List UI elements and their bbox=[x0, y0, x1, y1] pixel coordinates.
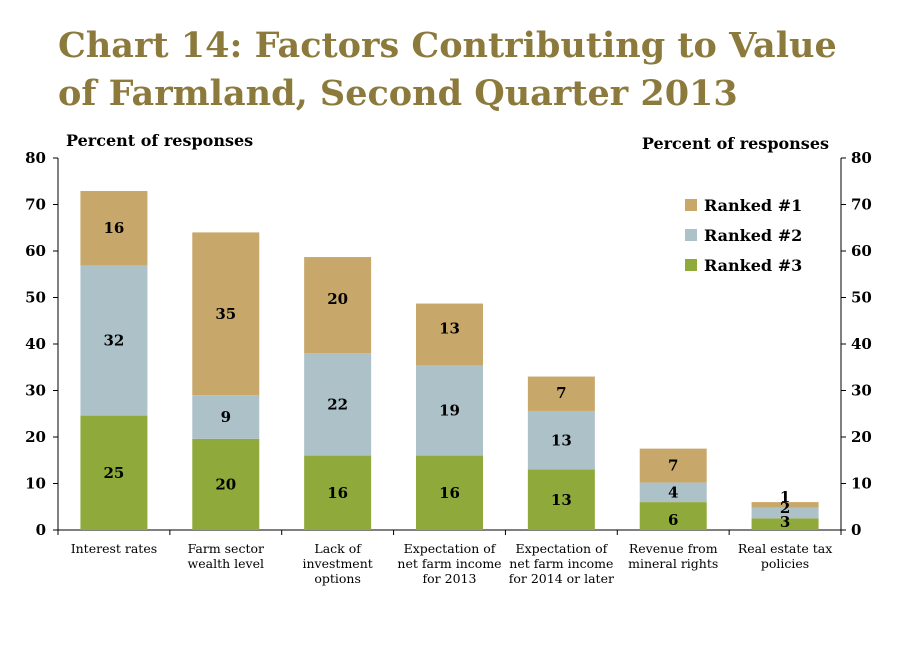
category-label: investment bbox=[303, 556, 373, 571]
category-label: for 2014 or later bbox=[509, 571, 614, 586]
y-tick-label-left: 0 bbox=[36, 521, 46, 539]
y-tick-label-right: 80 bbox=[851, 149, 872, 167]
bar-segment bbox=[304, 353, 372, 456]
data-label: 13 bbox=[551, 431, 572, 449]
y-tick-label-left: 60 bbox=[25, 242, 46, 260]
bar-segment bbox=[192, 438, 260, 530]
bar-segment bbox=[80, 265, 148, 416]
legend-label: Ranked #2 bbox=[704, 226, 802, 245]
bar-segment bbox=[527, 410, 595, 470]
legend-swatch bbox=[685, 259, 697, 271]
category-label: for 2013 bbox=[423, 571, 477, 586]
y-tick-label-right: 20 bbox=[851, 428, 872, 446]
category-label: Interest rates bbox=[71, 541, 157, 556]
bar-segment bbox=[416, 303, 483, 366]
category-label: Expectation of bbox=[515, 541, 608, 556]
data-label: 13 bbox=[551, 491, 572, 509]
category-label: policies bbox=[761, 556, 809, 571]
legend-label: Ranked #1 bbox=[704, 196, 802, 215]
category-label: Lack of bbox=[314, 541, 362, 556]
bar-segment bbox=[304, 257, 372, 354]
y-tick-label-left: 30 bbox=[25, 382, 46, 400]
bar-segment bbox=[751, 518, 819, 530]
category-label: options bbox=[314, 571, 361, 586]
bar-segment bbox=[527, 376, 595, 411]
bar-segment bbox=[639, 482, 707, 503]
bar-segment bbox=[192, 395, 260, 439]
legend: Ranked #1 Ranked #2 Ranked #3 bbox=[685, 196, 802, 275]
data-label: 1 bbox=[780, 488, 790, 506]
data-label: 7 bbox=[668, 457, 678, 475]
data-label: 32 bbox=[103, 332, 124, 350]
bar-segment bbox=[416, 365, 483, 456]
bar-segment bbox=[527, 469, 595, 530]
data-label: 20 bbox=[327, 290, 348, 308]
bar-segment bbox=[80, 191, 148, 266]
category-label: Real estate tax bbox=[738, 541, 832, 556]
data-label: 13 bbox=[439, 319, 460, 337]
data-label: 16 bbox=[439, 484, 460, 502]
y-tick-label-left: 20 bbox=[25, 428, 46, 446]
y-tick-label-right: 40 bbox=[851, 335, 872, 353]
legend-swatch bbox=[685, 229, 697, 241]
category-label: net farm income bbox=[509, 556, 613, 571]
y-axis-label-left: Percent of responses bbox=[66, 131, 253, 150]
y-tick-label-right: 50 bbox=[851, 289, 872, 307]
axes: 0 0 10 10 20 20 30 30 40 40 50 50 60 60 70 70 80 80 Percen… bbox=[25, 131, 872, 539]
y-tick-label-left: 50 bbox=[25, 289, 46, 307]
y-axis-label-right: Percent of responses bbox=[642, 134, 829, 153]
category-label: mineral rights bbox=[628, 556, 718, 571]
bar-segment bbox=[192, 232, 260, 396]
data-label: 19 bbox=[439, 401, 460, 419]
legend-label: Ranked #3 bbox=[704, 256, 802, 275]
data-label: 7 bbox=[556, 384, 566, 402]
y-tick-label-left: 80 bbox=[25, 149, 46, 167]
bars bbox=[80, 191, 819, 530]
data-label: 20 bbox=[215, 475, 236, 493]
y-tick-label-left: 10 bbox=[25, 475, 46, 493]
data-label: 16 bbox=[327, 484, 348, 502]
data-label: 9 bbox=[221, 408, 231, 426]
y-tick-label-right: 70 bbox=[851, 196, 872, 214]
y-tick-label-right: 10 bbox=[851, 475, 872, 493]
bar-segment bbox=[304, 455, 372, 530]
bar-segment bbox=[751, 502, 819, 508]
y-tick-label-right: 60 bbox=[851, 242, 872, 260]
category-label: Expectation of bbox=[404, 541, 497, 556]
y-tick-label-left: 40 bbox=[25, 335, 46, 353]
bar-segment bbox=[639, 448, 707, 483]
y-tick-label-left: 70 bbox=[25, 196, 46, 214]
category-label: Farm sector bbox=[188, 541, 264, 556]
data-label: 22 bbox=[327, 395, 348, 413]
legend-swatch bbox=[685, 199, 697, 211]
data-label: 25 bbox=[103, 464, 124, 482]
category-label: wealth level bbox=[188, 556, 264, 571]
category-label: Revenue from bbox=[629, 541, 718, 556]
bar-segment bbox=[80, 415, 148, 530]
data-label: 2 bbox=[780, 499, 790, 517]
bar-segment bbox=[751, 507, 819, 519]
data-label: 16 bbox=[103, 219, 124, 237]
bar-segment bbox=[416, 455, 483, 530]
category-label: net farm income bbox=[397, 556, 501, 571]
chart-title: Chart 14: Factors Contributing to Value … bbox=[58, 25, 837, 114]
data-label: 4 bbox=[668, 483, 678, 501]
y-tick-label-right: 30 bbox=[851, 382, 872, 400]
data-label: 3 bbox=[780, 513, 790, 531]
data-label: 6 bbox=[668, 511, 678, 529]
bar-segment bbox=[639, 502, 707, 530]
y-tick-label-right: 0 bbox=[851, 521, 861, 539]
data-label: 35 bbox=[215, 305, 236, 323]
